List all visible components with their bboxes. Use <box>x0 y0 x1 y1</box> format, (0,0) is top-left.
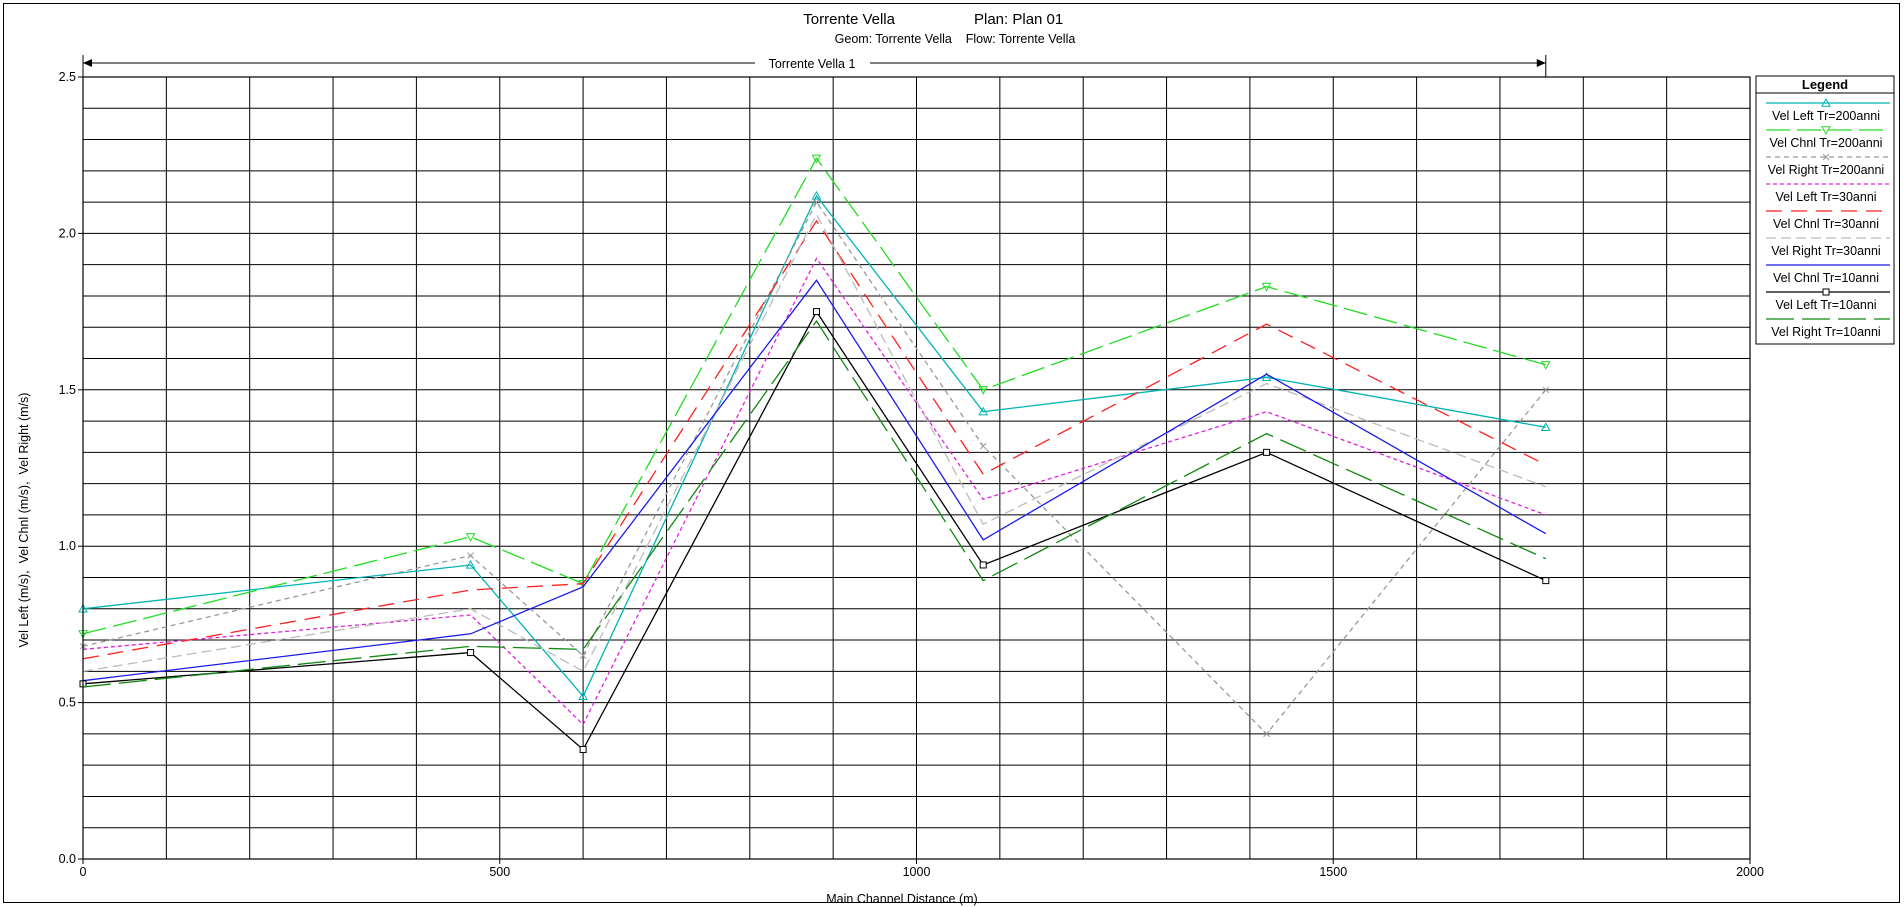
y-tick-label: 2.0 <box>59 226 76 240</box>
data-point-marker <box>1821 126 1831 136</box>
series-line <box>82 310 1547 751</box>
series-line <box>82 257 1547 726</box>
series-group <box>79 198 1550 738</box>
data-point-marker <box>1542 577 1550 585</box>
data-point-marker <box>467 649 475 657</box>
series-group <box>79 308 1550 754</box>
legend-label: Vel Chnl Tr=200anni <box>1770 136 1883 150</box>
plan-label: Plan: Plan 01 <box>974 11 1063 28</box>
y-tick-label: 0.0 <box>59 852 76 866</box>
series-line <box>82 194 1546 698</box>
data-point-marker <box>578 691 588 701</box>
data-point-marker <box>465 559 476 569</box>
data-point-marker <box>979 561 987 569</box>
legend-label: Vel Right Tr=10anni <box>1771 325 1880 339</box>
series-group <box>78 190 1551 701</box>
legend-items: Vel Left Tr=200anni Vel Chnl Tr=200anni Ve… <box>1766 97 1890 339</box>
data-point-marker <box>1263 730 1270 738</box>
series-layer <box>78 154 1551 754</box>
data-point-marker <box>465 533 476 542</box>
data-point-marker <box>813 198 820 206</box>
data-point-marker <box>978 406 989 416</box>
series-line <box>82 219 1547 660</box>
data-point-marker <box>978 386 989 395</box>
grid <box>82 76 1751 860</box>
x-tick-label: 1000 <box>903 865 931 879</box>
reach-label: Torrente Vella 1 <box>769 57 856 71</box>
series-group <box>82 257 1547 726</box>
data-point-marker <box>1261 282 1272 292</box>
y-tick-label: 1.0 <box>59 539 76 553</box>
legend-title: Legend <box>1802 77 1848 92</box>
data-point-marker <box>1261 372 1272 381</box>
axes: 0 500 1000 1500 2000 0.0 0.5 1.0 1.5 2.0 2.5 <box>59 70 1764 879</box>
legend-label: Vel Left Tr=10anni <box>1775 298 1876 312</box>
series-line <box>82 157 1546 635</box>
data-point-marker <box>811 154 822 164</box>
y-tick-label: 2.5 <box>59 70 76 84</box>
data-point-marker <box>812 308 820 316</box>
legend-label: Vel Chnl Tr=10anni <box>1773 271 1879 285</box>
legend-label: Vel Right Tr=200anni <box>1768 163 1884 177</box>
series-group <box>82 279 1547 682</box>
y-tick-label: 0.5 <box>59 696 76 710</box>
data-point-marker <box>811 190 822 200</box>
legend-label: Vel Chnl Tr=30anni <box>1773 217 1879 231</box>
data-point-marker <box>579 652 587 660</box>
series-line <box>82 213 1547 673</box>
series-group <box>82 213 1547 673</box>
data-point-marker <box>1540 361 1551 370</box>
legend-label: Vel Left Tr=200anni <box>1772 109 1880 123</box>
series-line <box>82 319 1547 688</box>
data-point-marker <box>1540 422 1551 432</box>
data-point-marker <box>1821 97 1831 107</box>
series-group <box>82 319 1547 688</box>
data-point-marker <box>1542 386 1550 394</box>
data-point-marker <box>979 442 987 450</box>
chart-title: Torrente Vella <box>803 11 895 28</box>
series-group <box>78 154 1551 639</box>
series-line <box>82 279 1547 682</box>
chart-frame <box>3 3 1900 903</box>
data-point-marker <box>1822 153 1830 161</box>
reach-arrow-right <box>1536 59 1546 67</box>
y-tick-label: 1.5 <box>59 383 76 397</box>
legend-box <box>1755 75 1895 345</box>
reach-indicator <box>82 55 1547 77</box>
legend-label: Vel Right Tr=30anni <box>1771 244 1880 258</box>
reach-arrow-left <box>83 59 92 67</box>
legend-label: Vel Left Tr=30anni <box>1775 190 1876 204</box>
data-point-marker <box>1822 288 1830 296</box>
chart-subtitle: Geom: Torrente Vella Flow: Torrente Vell… <box>835 32 1076 46</box>
x-tick-label: 500 <box>489 865 510 879</box>
x-tick-label: 0 <box>80 865 87 879</box>
x-axis-label: Main Channel Distance (m) <box>826 892 977 906</box>
x-tick-label: 2000 <box>1736 865 1764 879</box>
data-point-marker <box>1263 448 1271 456</box>
data-point-marker <box>467 552 474 559</box>
series-group <box>82 219 1547 660</box>
data-point-marker <box>579 746 587 754</box>
legend: Legend Vel Left Tr=200anni Vel Chnl Tr=20… <box>1755 75 1895 345</box>
y-axis-label: Vel Left (m/s), Vel Chnl (m/s), Vel Righ… <box>17 393 31 648</box>
x-tick-label: 1500 <box>1319 865 1347 879</box>
